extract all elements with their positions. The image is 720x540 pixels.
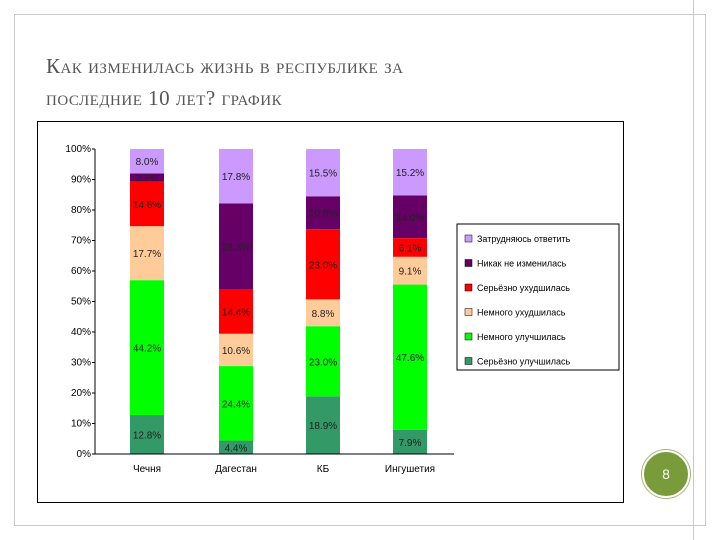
data-label: 23.0% [309,357,337,368]
bar-segment [130,280,164,415]
data-label: 9.1% [399,267,422,278]
bar-segment [219,366,253,441]
data-label: 28.3% [222,243,250,254]
x-tick-label: Ингушетия [385,464,435,475]
data-label: 14.6% [133,200,161,211]
data-label: 8.8% [312,309,335,320]
data-label: 10.6% [222,346,250,357]
bar-segment [393,256,427,285]
bar-segment [306,299,340,327]
slide-frame-line [693,0,694,540]
y-tick-label: 90% [71,175,91,186]
page-number-badge: 8 [642,450,690,498]
bar-segment [393,429,427,454]
legend-label: Никак не изменилась [477,259,567,269]
bar-segment [306,149,340,197]
bar-segment [393,238,427,257]
bar-segment [306,229,340,300]
bar-segment [219,440,253,454]
bar-segment [130,149,164,174]
y-tick-label: 0% [77,449,92,460]
page-number: 8 [662,466,670,482]
legend-swatch [464,332,473,341]
data-label: 18.9% [309,421,337,432]
legend-swatch [464,283,473,292]
chart-area: 0% 10% 20% 30% 40% 50% 60% 70% 80% 90% 100% Чечня Да… [37,121,624,503]
legend-swatch [464,357,473,365]
y-tick-label: 20% [71,388,91,399]
data-label: 12.8% [133,430,161,441]
data-label: 10.8% [309,209,337,220]
data-label: 17.8% [222,172,250,183]
bar-segment [219,203,253,290]
legend-swatch [464,308,473,316]
bar-segment [219,289,253,334]
bar-segment [393,195,427,239]
x-tick-label: Чечня [133,464,161,475]
data-label: 14.4% [222,308,250,319]
data-label: 47.6% [396,353,424,364]
y-tick-label: 70% [71,236,91,247]
legend-swatch [464,259,473,267]
bar-segment [393,284,427,430]
x-tick-label: Дагестан [215,464,257,475]
y-tick-label: 100% [65,144,91,155]
data-label: 17.7% [133,249,161,260]
slide-title: Как изменилась жизнь в республике за пос… [46,50,606,114]
y-tick-label: 80% [71,205,91,216]
y-tick-label: 10% [71,419,91,430]
data-label: 15.5% [309,169,337,180]
legend-label: Серьёзно ухудшилась [477,283,570,293]
bar-segment [130,414,164,454]
legend-swatch [464,234,473,243]
legend-label: Затрудняюсь ответить [477,234,571,244]
legend-box [456,223,620,371]
bar-segment [219,149,253,204]
bar-segment [130,181,164,227]
data-label: 6.1% [399,243,422,254]
data-label: 8.0% [136,157,159,168]
bar-segment [130,173,164,182]
bar-segment [393,149,427,196]
x-tick-label: КБ [317,464,330,475]
y-tick-label: 40% [71,327,91,338]
data-label: 23.0% [309,260,337,271]
stacked-bar-chart: 0% 10% 20% 30% 40% 50% 60% 70% 80% 90% 100% Чечня Да… [65,144,620,475]
legend-label: Немного ухудшилась [477,308,566,318]
bar-segment [306,326,340,397]
data-label: 2.7% [136,174,159,185]
legend-label: Немного улучшилась [477,332,566,342]
data-label: 15.2% [396,168,424,179]
data-label: 24.4% [222,399,250,410]
bar-segment [306,196,340,230]
data-label: 14.0% [396,213,424,224]
data-label: 7.9% [399,438,422,449]
bar-segment [219,333,253,367]
y-tick-label: 30% [71,358,91,369]
bar-segment [306,396,340,454]
slide-title-line-2: последние 10 лет? график [46,86,283,110]
slide-frame [14,14,706,526]
y-tick-label: 60% [71,266,91,277]
data-label: 4.4% [225,443,248,454]
y-tick-label: 50% [71,297,91,308]
data-label: 44.2% [133,344,161,355]
legend-label: Серьёзно улучшилась [477,357,571,367]
bar-segment [130,226,164,281]
slide-title-line-1: Как изменилась жизнь в республике за [46,54,404,78]
